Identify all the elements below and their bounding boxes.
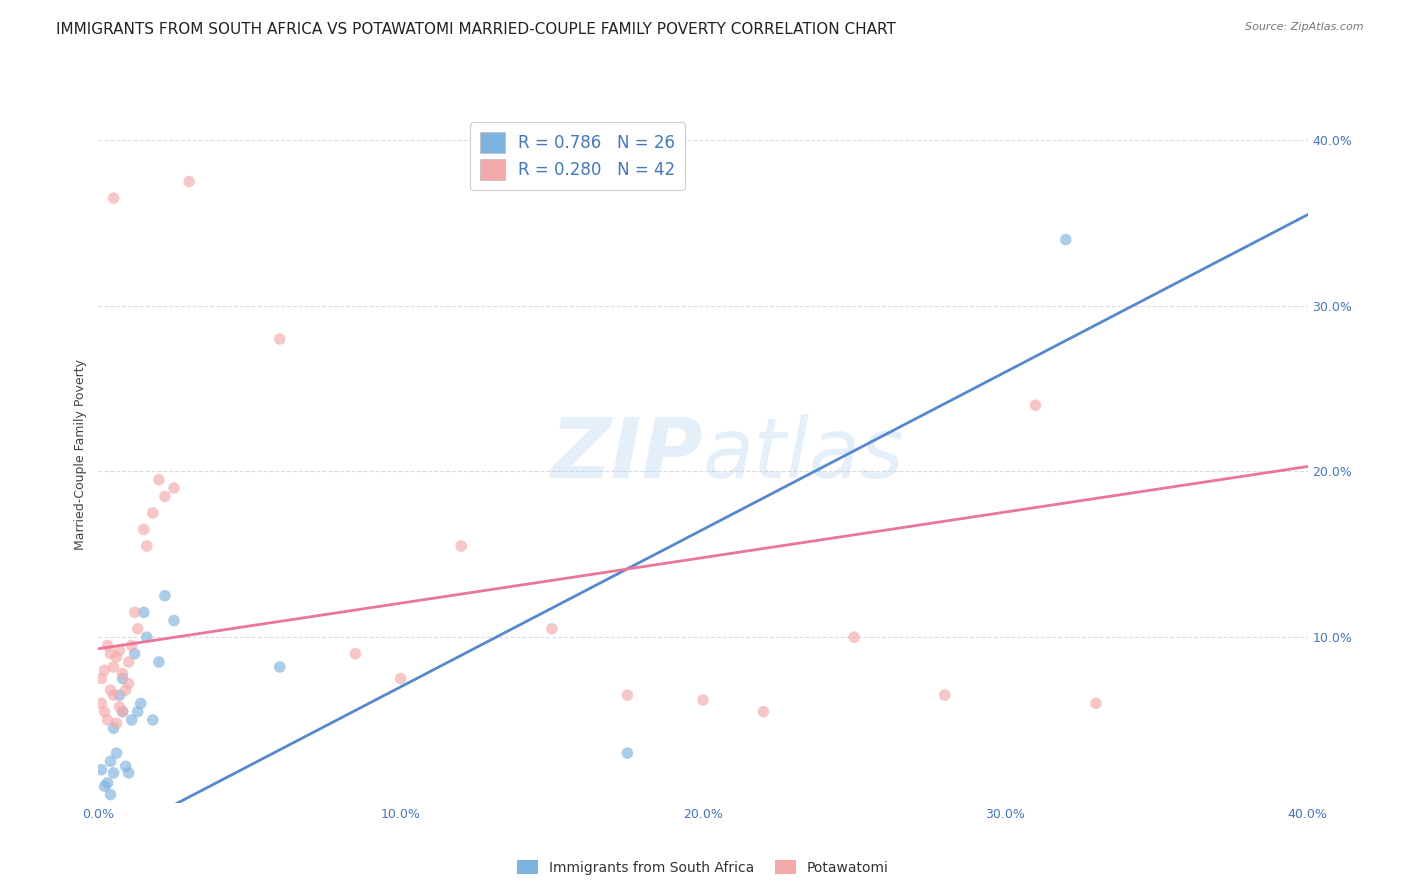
- Point: [142, 713, 165, 727]
- Text: ZIP: ZIP: [550, 415, 703, 495]
- Point: [148, 655, 170, 669]
- Point: [105, 650, 128, 665]
- Point: [108, 688, 131, 702]
- Point: [108, 643, 131, 657]
- Point: [269, 332, 291, 346]
- Point: [616, 746, 638, 760]
- Legend: Immigrants from South Africa, Potawatomi: Immigrants from South Africa, Potawatomi: [512, 855, 894, 880]
- Point: [90, 697, 112, 711]
- Point: [103, 191, 125, 205]
- Point: [142, 506, 165, 520]
- Point: [111, 672, 134, 686]
- Point: [179, 175, 201, 189]
- Point: [114, 683, 136, 698]
- Point: [118, 676, 141, 690]
- Point: [111, 666, 134, 681]
- Point: [1054, 233, 1077, 247]
- Point: [103, 721, 125, 735]
- Point: [114, 759, 136, 773]
- Point: [111, 705, 134, 719]
- Point: [844, 630, 866, 644]
- Point: [90, 672, 112, 686]
- Point: [1024, 398, 1046, 412]
- Point: [163, 481, 186, 495]
- Point: [121, 639, 143, 653]
- Point: [127, 705, 149, 719]
- Point: [100, 647, 122, 661]
- Point: [108, 699, 131, 714]
- Point: [93, 779, 115, 793]
- Point: [127, 622, 149, 636]
- Point: [153, 589, 176, 603]
- Point: [129, 697, 152, 711]
- Point: [100, 755, 122, 769]
- Point: [118, 766, 141, 780]
- Text: Source: ZipAtlas.com: Source: ZipAtlas.com: [1246, 22, 1364, 32]
- Point: [450, 539, 472, 553]
- Point: [124, 647, 146, 661]
- Text: atlas: atlas: [703, 415, 904, 495]
- Point: [93, 663, 115, 677]
- Point: [93, 705, 115, 719]
- Point: [96, 776, 118, 790]
- Text: IMMIGRANTS FROM SOUTH AFRICA VS POTAWATOMI MARRIED-COUPLE FAMILY POVERTY CORRELA: IMMIGRANTS FROM SOUTH AFRICA VS POTAWATO…: [56, 22, 896, 37]
- Point: [96, 639, 118, 653]
- Point: [269, 660, 291, 674]
- Point: [135, 539, 157, 553]
- Point: [96, 713, 118, 727]
- Point: [105, 746, 128, 760]
- Point: [90, 763, 112, 777]
- Point: [121, 713, 143, 727]
- Point: [132, 605, 155, 619]
- Point: [153, 489, 176, 503]
- Legend: R = 0.786   N = 26, R = 0.280   N = 42: R = 0.786 N = 26, R = 0.280 N = 42: [470, 122, 685, 190]
- Point: [934, 688, 956, 702]
- Point: [752, 705, 775, 719]
- Point: [616, 688, 638, 702]
- Point: [163, 614, 186, 628]
- Point: [1085, 697, 1108, 711]
- Point: [100, 788, 122, 802]
- Point: [344, 647, 367, 661]
- Point: [132, 523, 155, 537]
- Point: [389, 672, 412, 686]
- Point: [105, 716, 128, 731]
- Y-axis label: Married-Couple Family Poverty: Married-Couple Family Poverty: [75, 359, 87, 550]
- Point: [103, 766, 125, 780]
- Point: [103, 660, 125, 674]
- Point: [103, 688, 125, 702]
- Point: [148, 473, 170, 487]
- Point: [111, 705, 134, 719]
- Point: [124, 605, 146, 619]
- Point: [692, 693, 714, 707]
- Point: [118, 655, 141, 669]
- Point: [540, 622, 562, 636]
- Point: [135, 630, 157, 644]
- Point: [100, 683, 122, 698]
